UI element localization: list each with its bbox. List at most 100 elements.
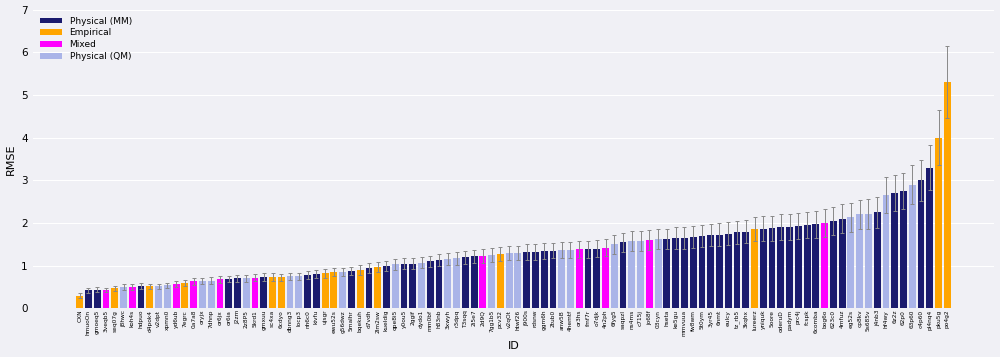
Bar (243, 278, 250, 308)
Bar (847, 217, 854, 308)
Bar (830, 221, 837, 308)
Bar (523, 252, 530, 308)
Bar (856, 215, 863, 308)
Bar (322, 273, 329, 308)
Bar (234, 278, 241, 308)
Bar (339, 272, 346, 308)
Bar (295, 276, 302, 308)
Bar (252, 278, 258, 308)
Bar (734, 232, 740, 308)
Bar (628, 241, 635, 308)
Bar (926, 167, 933, 308)
Bar (742, 232, 749, 308)
Bar (620, 242, 626, 308)
Bar (795, 226, 802, 308)
Bar (278, 277, 285, 308)
Bar (918, 180, 924, 308)
Bar (865, 213, 872, 308)
Bar (444, 259, 451, 308)
Bar (935, 137, 942, 308)
Bar (812, 224, 819, 308)
Bar (699, 236, 705, 308)
Bar (129, 287, 136, 308)
Bar (155, 286, 162, 308)
Bar (348, 271, 355, 308)
Bar (181, 283, 188, 308)
Bar (655, 239, 662, 308)
Bar (164, 285, 171, 308)
Bar (471, 256, 478, 308)
Bar (111, 288, 118, 308)
Bar (874, 212, 881, 308)
Bar (488, 255, 495, 308)
Bar (453, 258, 460, 308)
Bar (76, 296, 83, 308)
Bar (103, 290, 109, 308)
Bar (707, 235, 714, 308)
Bar (85, 291, 92, 308)
Bar (418, 263, 425, 308)
Bar (357, 270, 364, 308)
Bar (891, 193, 898, 308)
Bar (567, 250, 574, 308)
Bar (269, 277, 276, 308)
Bar (839, 219, 846, 308)
Bar (427, 261, 434, 308)
Bar (611, 244, 618, 308)
Bar (909, 185, 916, 308)
Bar (199, 281, 206, 308)
Bar (497, 254, 504, 308)
Bar (462, 257, 469, 308)
Bar (260, 277, 267, 308)
Bar (593, 248, 600, 308)
Bar (173, 285, 180, 308)
Bar (804, 225, 811, 308)
Bar (944, 82, 951, 308)
Bar (94, 290, 101, 308)
Bar (366, 268, 372, 308)
Bar (576, 250, 583, 308)
Bar (637, 241, 644, 308)
Bar (532, 252, 539, 308)
X-axis label: ID: ID (508, 341, 519, 351)
Bar (225, 279, 232, 308)
Bar (786, 227, 793, 308)
Bar (777, 227, 784, 308)
Bar (479, 256, 486, 308)
Bar (900, 191, 907, 308)
Bar (190, 281, 197, 308)
Bar (138, 286, 144, 308)
Bar (217, 279, 223, 308)
Bar (506, 253, 513, 308)
Bar (681, 238, 688, 308)
Bar (672, 238, 679, 308)
Bar (392, 265, 399, 308)
Bar (690, 237, 697, 308)
Bar (146, 286, 153, 308)
Bar (313, 274, 320, 308)
Bar (208, 281, 215, 308)
Bar (120, 287, 127, 308)
Bar (287, 276, 293, 308)
Bar (374, 267, 381, 308)
Bar (383, 266, 390, 308)
Bar (602, 248, 609, 308)
Bar (514, 253, 521, 308)
Bar (330, 272, 337, 308)
Bar (304, 275, 311, 308)
Bar (401, 263, 407, 308)
Bar (663, 239, 670, 308)
Bar (716, 235, 723, 308)
Bar (436, 260, 442, 308)
Bar (760, 228, 767, 308)
Bar (409, 263, 416, 308)
Bar (541, 251, 548, 308)
Bar (646, 240, 653, 308)
Bar (751, 230, 758, 308)
Bar (585, 250, 591, 308)
Y-axis label: RMSE: RMSE (6, 143, 16, 175)
Bar (558, 250, 565, 308)
Bar (725, 234, 732, 308)
Bar (883, 195, 889, 308)
Legend: Physical (MM), Empirical, Mixed, Physical (QM): Physical (MM), Empirical, Mixed, Physica… (37, 14, 135, 64)
